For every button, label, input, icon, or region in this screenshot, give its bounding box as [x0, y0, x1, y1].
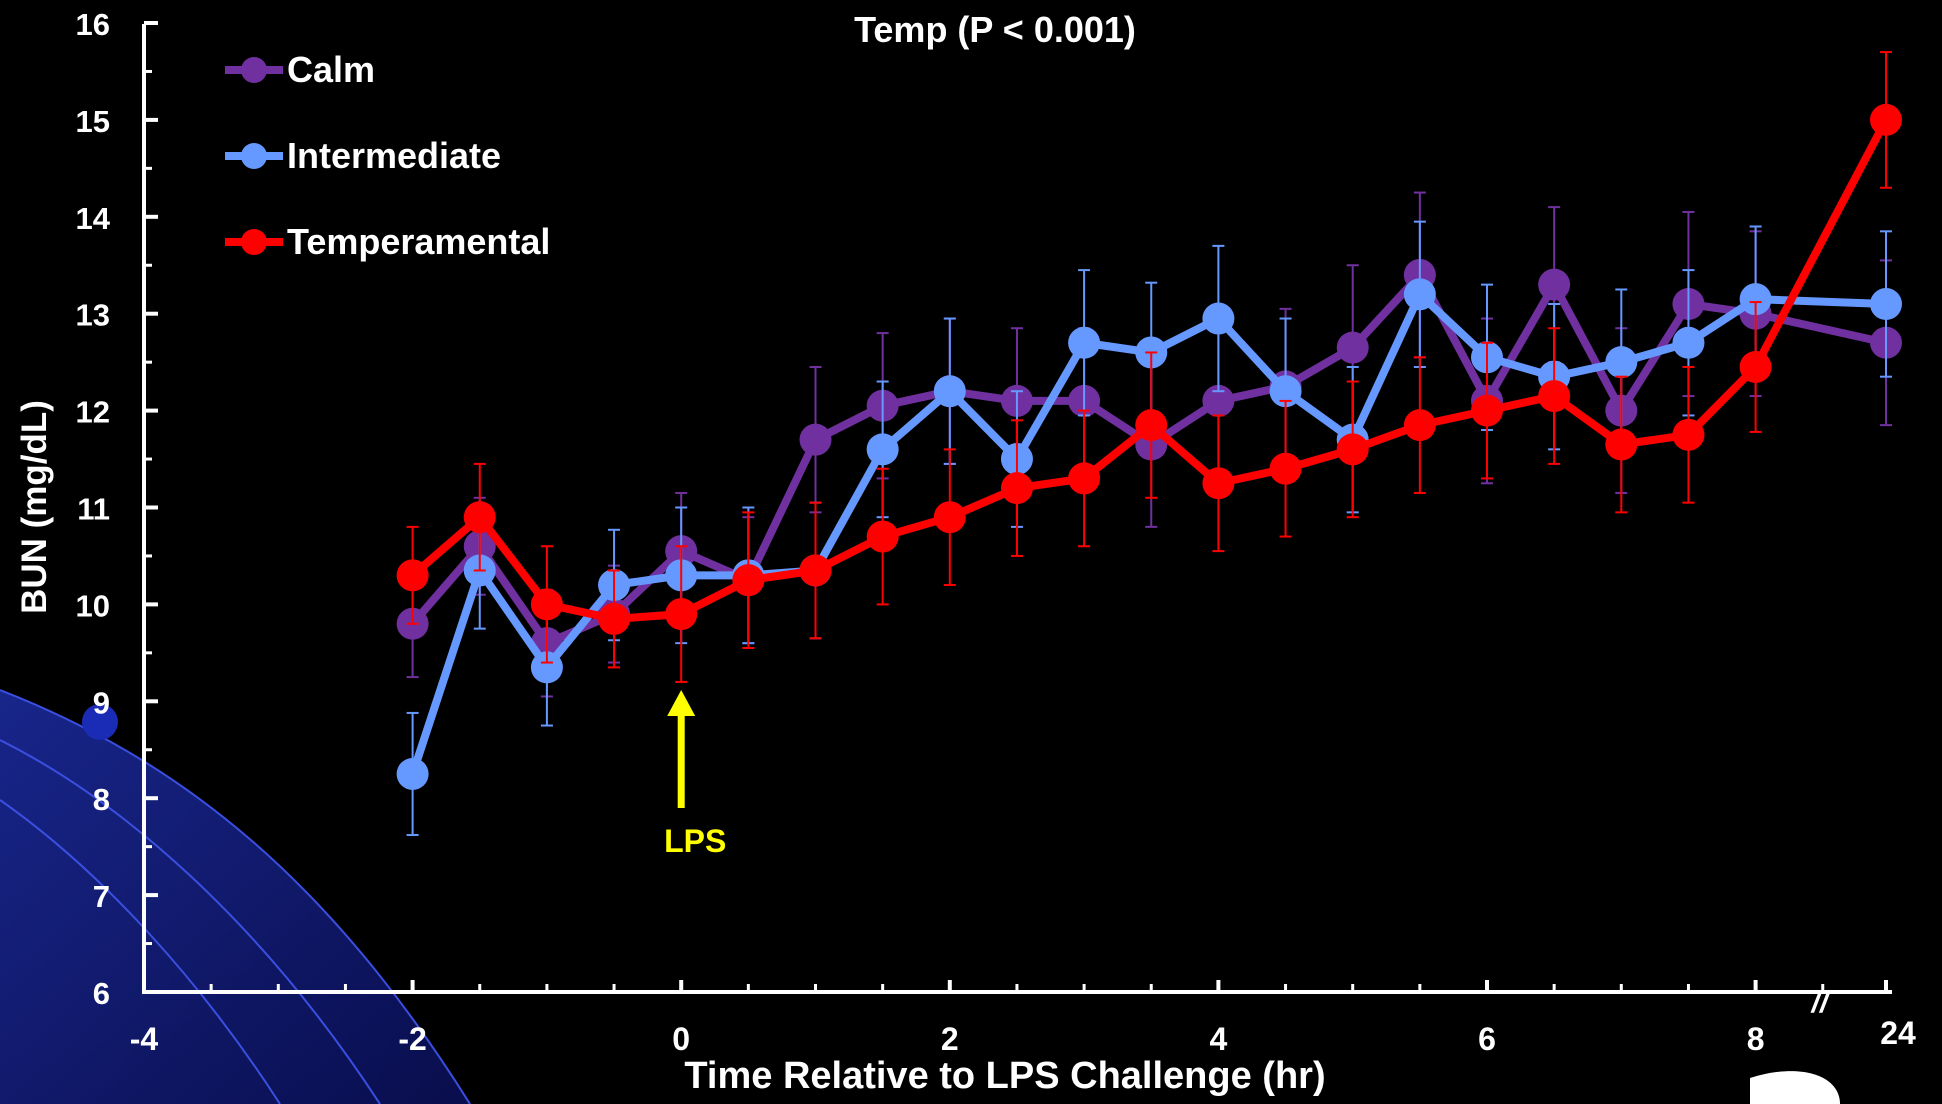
legend-label: Temperamental [287, 221, 550, 262]
legend-item-calm: Calm [225, 49, 375, 90]
y-axis: 6 7 8 9 10 11 12 13 14 15 16 [76, 7, 158, 1011]
data-point [1605, 428, 1638, 461]
data-point [1605, 346, 1638, 379]
series-temperamental [396, 51, 1902, 683]
logo-mark [1750, 1071, 1840, 1104]
y-tick-label: 12 [76, 395, 110, 430]
data-point [598, 602, 631, 635]
lps-annotation: LPS [664, 690, 726, 859]
y-tick-label: 13 [76, 298, 110, 333]
data-point [396, 757, 429, 790]
x-axis: -4 -2 0 2 4 6 8 [130, 980, 1892, 1057]
decorative-dot [82, 704, 118, 740]
legend-item-intermediate: Intermediate [225, 135, 501, 176]
y-axis-label: BUN (mg/dL) [15, 400, 54, 614]
x-tick-label: 6 [1478, 1021, 1496, 1057]
background-decoration [0, 689, 1840, 1104]
data-point [1538, 268, 1571, 301]
y-tick-label: 15 [76, 104, 110, 139]
data-point [799, 554, 832, 587]
axis-break-mark: // [1810, 986, 1831, 1019]
data-point [1336, 433, 1369, 466]
data-point [933, 501, 966, 534]
data-point [866, 520, 899, 553]
data-point [1672, 326, 1705, 359]
y-tick-label: 9 [93, 685, 110, 720]
y-tick-label: 16 [76, 7, 110, 42]
x-tick-label: 8 [1747, 1021, 1765, 1057]
x-tick-label: 2 [941, 1021, 959, 1057]
y-tick-label: 14 [76, 201, 111, 236]
data-point [1403, 409, 1436, 442]
legend-item-temperamental: Temperamental [225, 221, 550, 262]
x-tick-label: 4 [1210, 1021, 1228, 1057]
data-point [1068, 326, 1101, 359]
axis-break-label: 24 [1880, 1015, 1916, 1051]
chart-title: Temp (P < 0.001) [854, 9, 1136, 50]
x-tick-label: -4 [130, 1021, 159, 1057]
data-point [866, 433, 899, 466]
data-point [1068, 462, 1101, 495]
data-point [799, 423, 832, 456]
lps-label: LPS [664, 823, 726, 859]
data-point [1538, 380, 1571, 413]
data-point [530, 651, 563, 684]
data-point [1135, 409, 1168, 442]
data-point [530, 588, 563, 621]
x-axis-label: Time Relative to LPS Challenge (hr) [684, 1055, 1325, 1097]
data-point [1672, 418, 1705, 451]
data-point [1269, 375, 1302, 408]
y-tick-label: 11 [77, 492, 110, 527]
data-point [1336, 331, 1369, 364]
data-point [1202, 302, 1235, 335]
legend-label: Calm [287, 49, 375, 90]
series-line [409, 118, 1890, 623]
y-tick-label: 10 [76, 588, 110, 623]
data-point [1403, 278, 1436, 311]
data-point [396, 559, 429, 592]
data-point [1471, 394, 1503, 427]
y-tick-label: 7 [93, 879, 110, 914]
plot-series [396, 51, 1902, 837]
data-point [1870, 288, 1902, 321]
data-point [1202, 384, 1235, 417]
data-point [665, 598, 698, 631]
data-point [1269, 452, 1302, 485]
x-tick-label: -2 [398, 1021, 426, 1057]
data-point [1739, 283, 1772, 316]
data-point [1870, 103, 1902, 136]
x-tick-label: 0 [672, 1021, 690, 1057]
data-point [1202, 467, 1235, 500]
legend: Calm Intermediate Temperamental [225, 49, 550, 262]
data-point [463, 501, 496, 534]
data-point [933, 375, 966, 408]
data-point [732, 564, 765, 597]
y-tick-label: 6 [93, 976, 110, 1011]
series-line [408, 290, 1887, 776]
data-point [1000, 472, 1033, 505]
legend-label: Intermediate [287, 135, 501, 176]
y-tick-label: 8 [93, 782, 110, 817]
data-point [1739, 350, 1772, 383]
